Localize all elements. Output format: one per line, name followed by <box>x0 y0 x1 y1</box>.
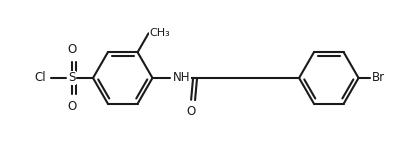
Text: O: O <box>186 105 196 118</box>
Text: S: S <box>68 71 76 84</box>
Text: O: O <box>68 100 77 113</box>
Text: NH: NH <box>173 71 191 84</box>
Text: Br: Br <box>371 71 384 84</box>
Text: CH₃: CH₃ <box>149 28 170 38</box>
Text: Cl: Cl <box>35 71 47 84</box>
Text: O: O <box>68 43 77 56</box>
